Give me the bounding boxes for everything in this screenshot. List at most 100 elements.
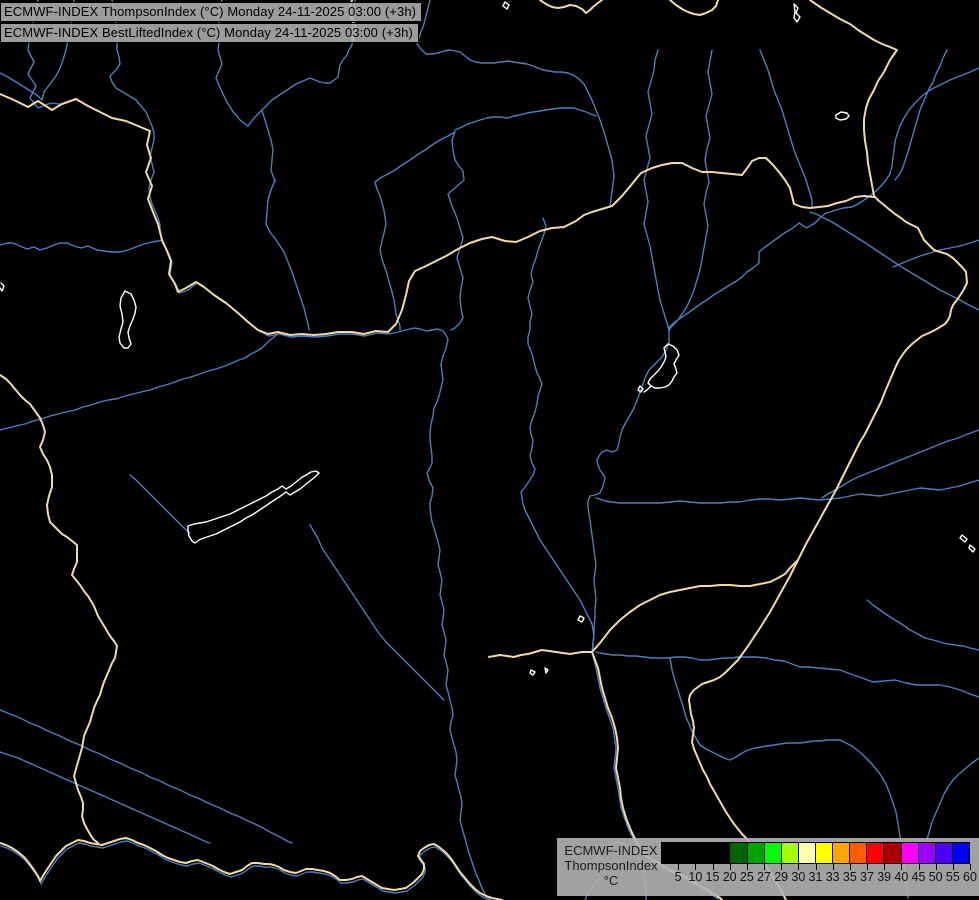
river-koros — [595, 479, 979, 504]
legend-tick-value: 30 — [791, 870, 806, 884]
river-sajo — [643, 49, 670, 331]
legend-tick — [901, 864, 903, 870]
river-zagyva — [520, 217, 595, 653]
legend-color-cell — [729, 843, 747, 863]
lake-small-2 — [529, 669, 536, 676]
river-koros-branch — [821, 429, 979, 499]
legend-tick-value: 5 — [674, 870, 682, 884]
legend-color-cell — [814, 843, 833, 863]
legend-colorbar — [661, 842, 970, 864]
legend-tick-value: 25 — [739, 870, 754, 884]
legend-tick — [798, 864, 800, 870]
border-pl-sk-fragment1 — [539, 0, 603, 14]
border-pl-sk-fragment2 — [669, 0, 719, 16]
lake-tisza — [647, 343, 680, 389]
legend-tick — [884, 864, 886, 870]
river-vah-headwater — [416, 0, 615, 207]
legend-subtitle: ThompsonIndex — [564, 858, 658, 873]
legend-tick — [746, 864, 748, 870]
river-vah — [265, 179, 310, 331]
legend-tick-value: 55 — [945, 870, 960, 884]
legend-tick — [867, 864, 868, 870]
legend-color-cell — [866, 843, 884, 863]
legend-color-cell — [746, 843, 764, 863]
legend-tick-value: 15 — [705, 870, 720, 884]
legend-tick-value: 35 — [842, 870, 857, 884]
river-maros-upper — [866, 599, 979, 651]
legend-tick — [970, 864, 971, 870]
map-title-primary: ECMWF-INDEX ThompsonIndex (°C) Monday 24… — [0, 2, 423, 22]
river-bega-link — [669, 657, 701, 746]
river-sw-diagonal — [0, 709, 293, 844]
legend-tick — [764, 864, 765, 870]
legend-tick — [781, 864, 783, 870]
lake-small-7 — [502, 1, 510, 10]
legend-tick-value: 50 — [928, 870, 943, 884]
legend-tick-value: 33 — [825, 870, 840, 884]
legend-panel: ECMWF-INDEX ThompsonIndex °C 5 10 15 20 25 27… — [557, 838, 979, 896]
legend-scale: 5 10 15 20 25 27 29 30 31 33 35 37 39 40 45 50 55 60 — [661, 842, 977, 894]
legend-color-cell — [849, 843, 867, 863]
legend-tick-value: 31 — [808, 870, 823, 884]
lake-small-6 — [968, 544, 976, 553]
legend-color-cell — [695, 843, 713, 863]
legend-tick — [729, 864, 731, 870]
legend-color-cell — [797, 843, 815, 863]
legend-tick-value: 27 — [757, 870, 771, 884]
legend-tick-value: 39 — [877, 870, 892, 884]
legend-tick — [695, 864, 697, 870]
legend-color-cell — [678, 843, 696, 863]
lake-small-5 — [959, 534, 968, 543]
legend-tick — [918, 864, 920, 870]
river-ne-edge — [894, 49, 948, 181]
river-mura — [0, 751, 211, 844]
lake-small-ne — [835, 111, 850, 121]
legend-color-cell — [934, 843, 952, 863]
lake-small-4 — [637, 385, 644, 393]
river-morava — [109, 0, 163, 241]
map-title-secondary: ECMWF-INDEX BestLiftedIndex (°C) Monday … — [0, 23, 419, 43]
river-vah-upper — [261, 0, 356, 183]
legend-tick — [952, 864, 954, 870]
legend-tick — [832, 864, 834, 870]
legend-tick-value: 29 — [774, 870, 789, 884]
legend-color-cell — [900, 843, 918, 863]
river-ipel — [447, 131, 465, 331]
legend-tick-value: 40 — [894, 870, 909, 884]
river-szamos — [809, 211, 979, 311]
legend-color-cell — [662, 843, 679, 863]
legend-color-cell — [712, 843, 730, 863]
legend-tick-value: 60 — [963, 870, 977, 884]
legend-tick — [678, 864, 680, 870]
river-se-edge — [925, 757, 979, 844]
border-west-chain — [0, 374, 118, 844]
river-cz-top3 — [0, 72, 43, 101]
lake-small-north — [793, 3, 801, 23]
legend-color-cell — [917, 843, 935, 863]
legend-tick — [935, 864, 937, 870]
river-maros — [595, 651, 979, 698]
legend-tick-value: 45 — [911, 870, 926, 884]
border-sk-hu-east — [491, 157, 875, 243]
lake-outlines — [0, 1, 976, 676]
river-poprad — [454, 107, 597, 131]
border-ro-hu — [591, 559, 799, 653]
lake-small-3 — [544, 667, 549, 674]
legend-unit: °C — [603, 873, 619, 888]
river-danube-west — [0, 239, 163, 253]
river-zala — [129, 474, 191, 534]
legend-title: ECMWF-INDEX — [564, 843, 658, 858]
river-hernad — [668, 49, 713, 331]
river-ne-edge2 — [892, 239, 979, 268]
border-ne-diagonal — [688, 0, 968, 900]
lake-neusiedl — [118, 290, 137, 349]
river-bega — [699, 739, 909, 899]
lake-tisza-tail — [643, 385, 652, 393]
lake-balaton — [187, 470, 320, 544]
legend-tick-value: 37 — [860, 870, 874, 884]
border-drava-hr-hu — [0, 837, 503, 900]
